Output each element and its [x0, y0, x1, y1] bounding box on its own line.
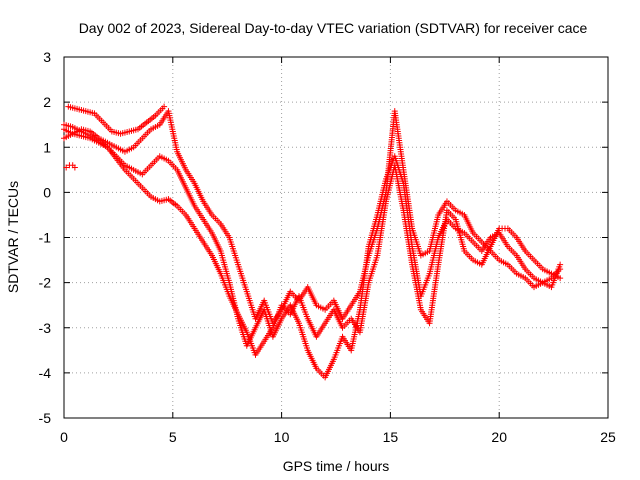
x-tick-label: 5 — [169, 429, 177, 445]
y-tick-label: 0 — [43, 184, 51, 200]
x-tick-label: 25 — [600, 429, 616, 445]
x-axis-title: GPS time / hours — [283, 458, 390, 474]
data-series-trace-b — [61, 121, 564, 358]
y-tick-label: 1 — [43, 139, 51, 155]
grid-layer — [64, 57, 608, 418]
x-tick-label: 20 — [491, 429, 507, 445]
y-tick-label: -2 — [39, 275, 52, 291]
x-tick-label: 10 — [274, 429, 290, 445]
data-series-trace-e — [63, 162, 78, 171]
tick-layer: 0 5 10 15 20 25 -5 -4 -3 -2 -1 0 1 2 3 — [39, 49, 616, 445]
y-axis-title: SDTVAR / TECUs — [5, 181, 21, 293]
y-tick-label: -1 — [39, 230, 52, 246]
y-tick-label: 2 — [43, 94, 51, 110]
x-tick-label: 15 — [383, 429, 399, 445]
y-tick-label: -5 — [39, 410, 52, 426]
y-tick-label: -3 — [39, 320, 52, 336]
y-tick-label: -4 — [39, 365, 52, 381]
data-series-trace-c — [61, 108, 564, 327]
data-series-trace-d — [65, 103, 168, 137]
y-tick-label: 3 — [43, 49, 51, 65]
chart-title: Day 002 of 2023, Sidereal Day-to-day VTE… — [79, 20, 588, 36]
marker-layer — [61, 103, 564, 381]
x-tick-label: 0 — [60, 429, 68, 445]
